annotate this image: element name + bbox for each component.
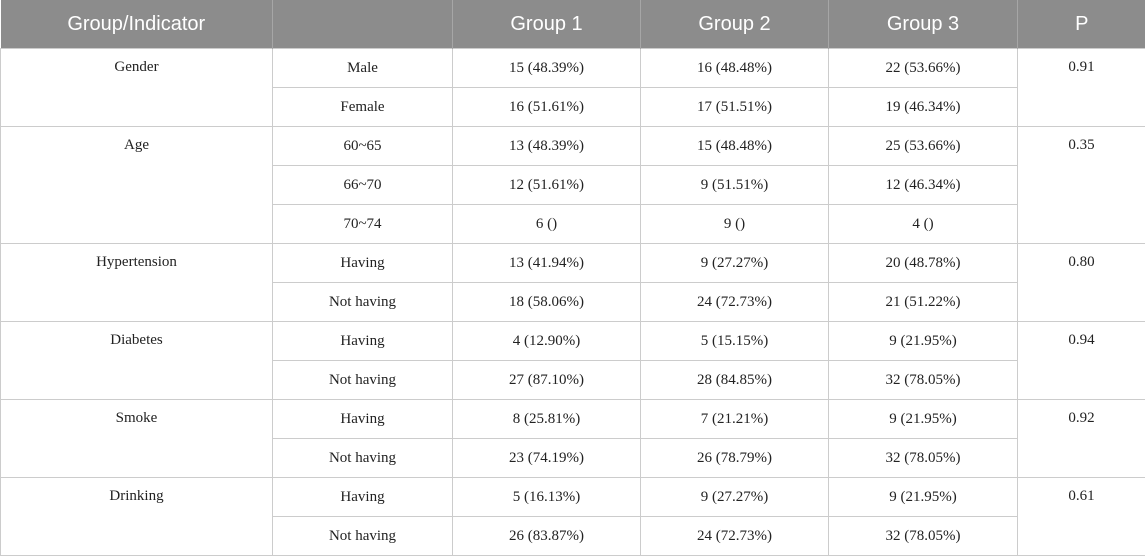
header-group-2: Group 2 bbox=[641, 0, 829, 49]
group-2-value-cell: 17 (51.51%) bbox=[641, 88, 829, 127]
p-value-cell: 0.91 bbox=[1018, 49, 1145, 127]
group-3-value-cell: 32 (78.05%) bbox=[829, 517, 1018, 556]
indicator-cell: Hypertension bbox=[1, 244, 273, 322]
group-1-value-cell: 13 (41.94%) bbox=[453, 244, 641, 283]
subcategory-cell: Female bbox=[273, 88, 453, 127]
group-3-value-cell: 12 (46.34%) bbox=[829, 166, 1018, 205]
group-3-value-cell: 19 (46.34%) bbox=[829, 88, 1018, 127]
p-value-cell: 0.61 bbox=[1018, 478, 1145, 556]
subcategory-cell: Having bbox=[273, 478, 453, 517]
group-1-value-cell: 4 (12.90%) bbox=[453, 322, 641, 361]
header-row: Group/Indicator Group 1 Group 2 Group 3 … bbox=[1, 0, 1145, 49]
group-3-value-cell: 9 (21.95%) bbox=[829, 400, 1018, 439]
header-group-indicator: Group/Indicator bbox=[1, 0, 273, 49]
header-p: P bbox=[1018, 0, 1145, 49]
group-1-value-cell: 8 (25.81%) bbox=[453, 400, 641, 439]
group-1-value-cell: 26 (83.87%) bbox=[453, 517, 641, 556]
indicator-cell: Drinking bbox=[1, 478, 273, 556]
group-1-value-cell: 16 (51.61%) bbox=[453, 88, 641, 127]
subcategory-cell: Having bbox=[273, 400, 453, 439]
group-3-value-cell: 4 () bbox=[829, 205, 1018, 244]
subcategory-cell: Having bbox=[273, 244, 453, 283]
indicator-cell: Smoke bbox=[1, 400, 273, 478]
subcategory-cell: 66~70 bbox=[273, 166, 453, 205]
subcategory-cell: Not having bbox=[273, 439, 453, 478]
group-2-value-cell: 24 (72.73%) bbox=[641, 517, 829, 556]
indicator-cell: Diabetes bbox=[1, 322, 273, 400]
subcategory-cell: Male bbox=[273, 49, 453, 88]
p-value-cell: 0.92 bbox=[1018, 400, 1145, 478]
group-3-value-cell: 32 (78.05%) bbox=[829, 439, 1018, 478]
subcategory-cell: Having bbox=[273, 322, 453, 361]
group-3-value-cell: 22 (53.66%) bbox=[829, 49, 1018, 88]
group-2-value-cell: 5 (15.15%) bbox=[641, 322, 829, 361]
group-1-value-cell: 13 (48.39%) bbox=[453, 127, 641, 166]
group-2-value-cell: 9 () bbox=[641, 205, 829, 244]
group-2-value-cell: 9 (51.51%) bbox=[641, 166, 829, 205]
group-1-value-cell: 27 (87.10%) bbox=[453, 361, 641, 400]
group-3-value-cell: 20 (48.78%) bbox=[829, 244, 1018, 283]
p-value-cell: 0.35 bbox=[1018, 127, 1145, 244]
header-group-1: Group 1 bbox=[453, 0, 641, 49]
p-value-cell: 0.94 bbox=[1018, 322, 1145, 400]
group-3-value-cell: 9 (21.95%) bbox=[829, 478, 1018, 517]
header-subcategory bbox=[273, 0, 453, 49]
subcategory-cell: Not having bbox=[273, 361, 453, 400]
p-value-cell: 0.80 bbox=[1018, 244, 1145, 322]
group-2-value-cell: 15 (48.48%) bbox=[641, 127, 829, 166]
group-1-value-cell: 15 (48.39%) bbox=[453, 49, 641, 88]
group-3-value-cell: 21 (51.22%) bbox=[829, 283, 1018, 322]
subcategory-cell: 60~65 bbox=[273, 127, 453, 166]
group-2-value-cell: 24 (72.73%) bbox=[641, 283, 829, 322]
group-1-value-cell: 6 () bbox=[453, 205, 641, 244]
group-2-value-cell: 16 (48.48%) bbox=[641, 49, 829, 88]
indicator-cell: Gender bbox=[1, 49, 273, 127]
header-group-3: Group 3 bbox=[829, 0, 1018, 49]
group-3-value-cell: 9 (21.95%) bbox=[829, 322, 1018, 361]
group-2-value-cell: 9 (27.27%) bbox=[641, 244, 829, 283]
subcategory-cell: Not having bbox=[273, 283, 453, 322]
group-1-value-cell: 12 (51.61%) bbox=[453, 166, 641, 205]
group-2-value-cell: 9 (27.27%) bbox=[641, 478, 829, 517]
subcategory-cell: 70~74 bbox=[273, 205, 453, 244]
group-2-value-cell: 7 (21.21%) bbox=[641, 400, 829, 439]
group-1-value-cell: 5 (16.13%) bbox=[453, 478, 641, 517]
group-1-value-cell: 18 (58.06%) bbox=[453, 283, 641, 322]
group-3-value-cell: 32 (78.05%) bbox=[829, 361, 1018, 400]
group-1-value-cell: 23 (74.19%) bbox=[453, 439, 641, 478]
subcategory-cell: Not having bbox=[273, 517, 453, 556]
group-2-value-cell: 28 (84.85%) bbox=[641, 361, 829, 400]
group-2-value-cell: 26 (78.79%) bbox=[641, 439, 829, 478]
table-header: Group/Indicator Group 1 Group 2 Group 3 … bbox=[1, 0, 1145, 49]
group-3-value-cell: 25 (53.66%) bbox=[829, 127, 1018, 166]
indicator-cell: Age bbox=[1, 127, 273, 244]
